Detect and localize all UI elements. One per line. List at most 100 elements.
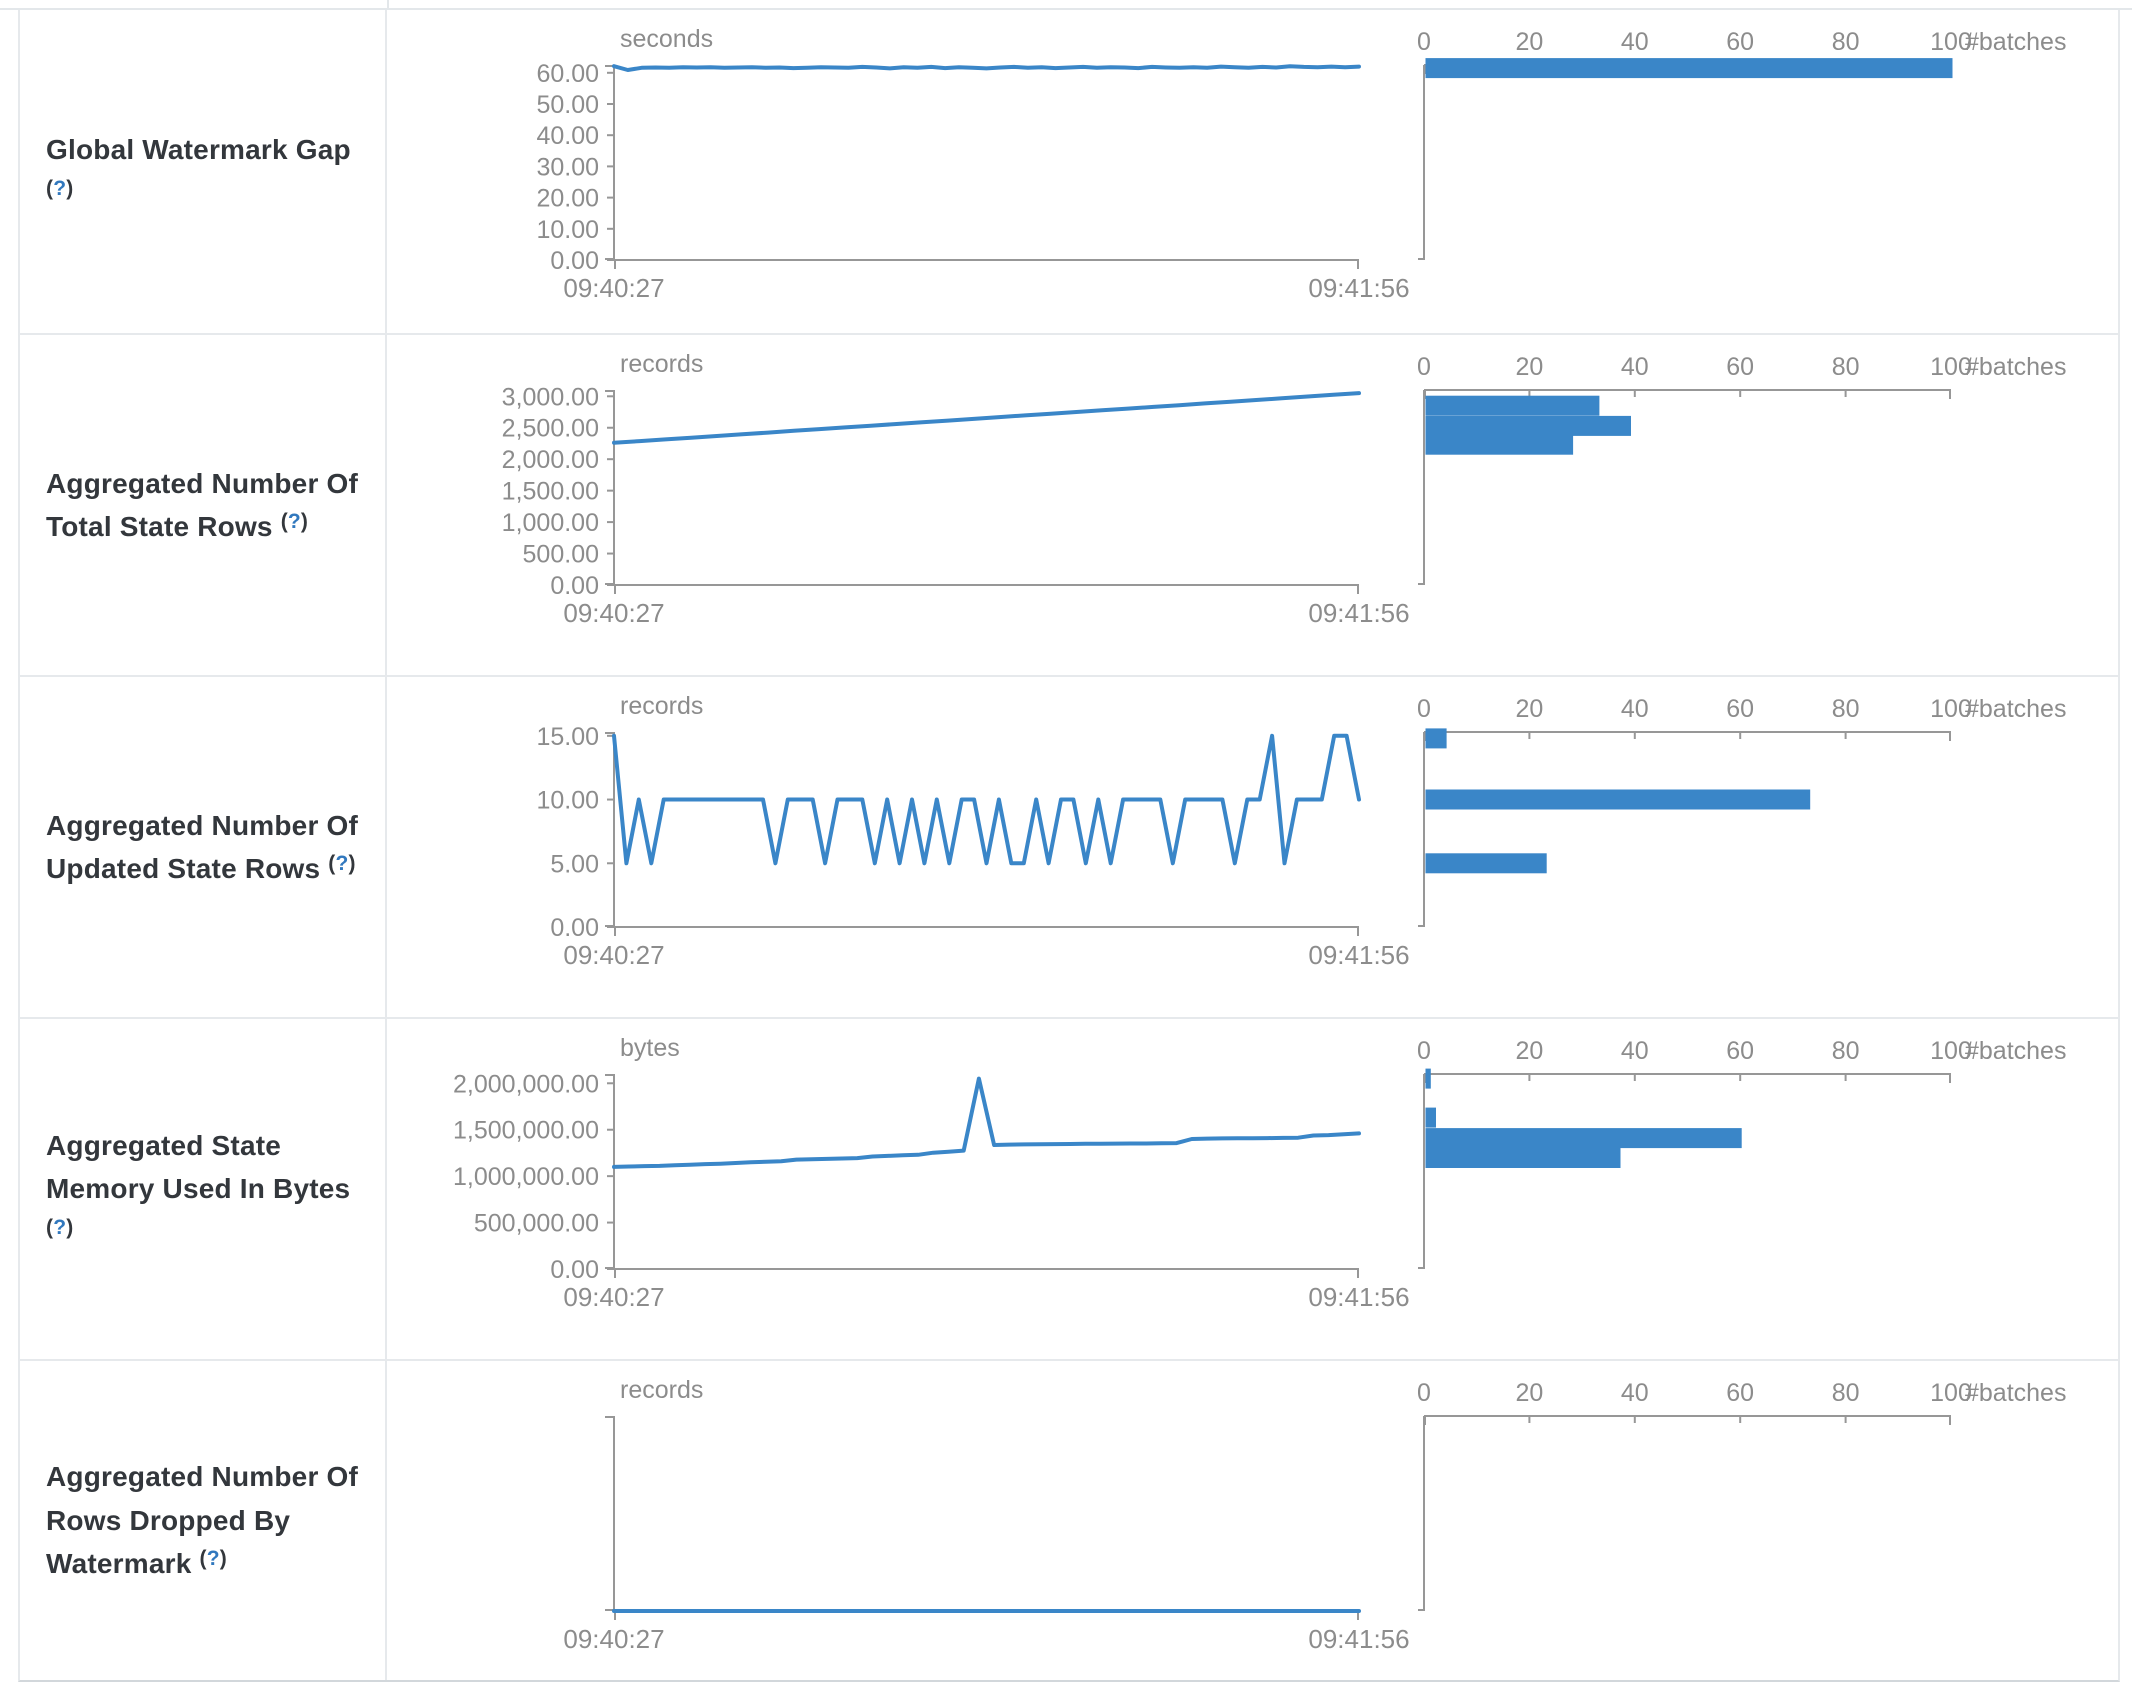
y-tick-label: 60.00: [536, 60, 599, 88]
hist-tick-label: 20: [1515, 1037, 1543, 1065]
y-tick-label: 2,000,000.00: [453, 1070, 599, 1098]
timeline-series-line: [612, 64, 1361, 72]
batches-axis-label: #batches: [1965, 28, 2066, 56]
y-tick-label: 30.00: [536, 153, 599, 181]
help-link[interactable]: (?): [199, 1547, 227, 1571]
histogram-bar: [1425, 728, 1447, 749]
hist-tick-label: 0: [1418, 353, 1431, 381]
y-tick-label: 1,500,000.00: [453, 1117, 599, 1145]
timeline-series-line: [612, 733, 1361, 866]
charts-cell: records 3,000.00 2,500.00 2,000.00 1,500.00 1…: [387, 335, 2118, 675]
hist-tick-label: 80: [1832, 1037, 1860, 1065]
batches-axis-label: #batches: [1965, 353, 2066, 381]
timeline-chart: seconds 60.00 50.00 40.00 30.00 20.00 10.00 0.0…: [536, 25, 1409, 303]
histogram-bar: [1425, 1148, 1621, 1168]
metric-row: Global Watermark Gap (?) seconds 60.00 50.0…: [20, 10, 2118, 335]
metric-label-cell: Global Watermark Gap (?): [20, 10, 387, 333]
y-tick-label: 500.00: [523, 541, 599, 569]
y-tick-label: 1,500.00: [502, 478, 599, 506]
question-mark-icon[interactable]: ?: [53, 176, 67, 200]
metric-row: Aggregated Number Of Updated State Rows …: [20, 677, 2118, 1019]
y-tick-label: 2,500.00: [502, 415, 599, 443]
hist-tick-label: 100: [1930, 28, 1972, 56]
help-link[interactable]: (?): [46, 176, 74, 200]
hist-tick-label: 60: [1726, 1037, 1754, 1065]
unit-label: records: [620, 1376, 703, 1404]
metric-row: Aggregated Number Of Rows Dropped By Wat…: [20, 1361, 2118, 1680]
streaming-statistics-table: Global Watermark Gap (?) seconds 60.00 50.0…: [18, 10, 2120, 1682]
y-tick-label: 40.00: [536, 122, 599, 150]
metric-rows-container: Global Watermark Gap (?) seconds 60.00 50.0…: [20, 10, 2118, 1680]
metric-label: Aggregated State Memory Used In Bytes (?…: [46, 1129, 351, 1239]
metric-label-cell: Aggregated State Memory Used In Bytes (?…: [20, 1019, 387, 1359]
metric-label: Global Watermark Gap (?): [46, 134, 351, 200]
timeline-chart: records 09:40:27 09:41:56: [563, 1376, 1409, 1654]
x-end-label: 09:41:56: [1308, 273, 1409, 303]
hist-tick-label: 80: [1832, 695, 1860, 723]
hist-tick-label: 80: [1832, 28, 1860, 56]
y-tick-label: 20.00: [536, 185, 599, 213]
metric-row: Aggregated Number Of Total State Rows (?…: [20, 335, 2118, 677]
histogram-bar: [1425, 395, 1600, 416]
hist-tick-label: 20: [1515, 695, 1543, 723]
y-tick-label: 500,000.00: [474, 1210, 599, 1238]
batches-axis-label: #batches: [1965, 695, 2066, 723]
histogram-bar: [1425, 1068, 1431, 1089]
histogram-bar: [1425, 853, 1547, 874]
batches-axis-label: #batches: [1965, 1379, 2066, 1407]
charts-cell: bytes 2,000,000.00 1,500,000.00 1,000,000.0…: [387, 1019, 2118, 1359]
charts-cell: records 09:40:27 09:41:56 0 20 40 60 80 100 #batc…: [387, 1361, 2118, 1680]
unit-label: records: [620, 350, 703, 378]
hist-tick-label: 20: [1515, 28, 1543, 56]
x-start-label: 09:40:27: [563, 273, 664, 303]
question-mark-icon[interactable]: ?: [335, 852, 349, 875]
timeline-series-line: [612, 391, 1361, 445]
metric-row: Aggregated State Memory Used In Bytes (?…: [20, 1019, 2118, 1361]
hist-tick-label: 40: [1621, 695, 1649, 723]
y-tick-label: 50.00: [536, 91, 599, 119]
metric-label: Aggregated Number Of Rows Dropped By Wat…: [46, 1461, 359, 1580]
y-tick-label: 0.00: [550, 1256, 599, 1284]
question-mark-icon[interactable]: ?: [287, 510, 301, 533]
histogram-chart: 0 20 40 60 80 100#batches: [1418, 28, 2066, 260]
hist-tick-label: 40: [1621, 1037, 1649, 1065]
hist-tick-label: 40: [1621, 353, 1649, 381]
hist-tick-label: 0: [1418, 1037, 1431, 1065]
batches-axis-label: #batches: [1965, 1037, 2066, 1065]
hist-tick-label: 20: [1515, 353, 1543, 381]
hist-tick-label: 0: [1418, 28, 1431, 56]
help-link[interactable]: (?): [46, 1215, 74, 1239]
y-tick-label: 1,000,000.00: [453, 1163, 599, 1191]
timeline-chart: records 3,000.00 2,500.00 2,000.00 1,500.00 1…: [502, 350, 1410, 628]
charts-cell: records 15.00 10.00 5.00 0.00 09:40:27 09:41:5…: [387, 677, 2118, 1017]
y-tick-label: 5.00: [550, 850, 599, 878]
y-tick-label: 0.00: [550, 247, 599, 275]
x-start-label: 09:40:27: [563, 940, 664, 970]
histogram-chart: 0 20 40 60 80 100#batches: [1418, 353, 2066, 585]
help-link[interactable]: (?): [280, 510, 309, 533]
metric-label-cell: Aggregated Number Of Rows Dropped By Wat…: [20, 1361, 387, 1680]
histogram-chart: 0 20 40 60 80 100#batches: [1418, 1379, 2066, 1611]
hist-tick-label: 80: [1832, 1379, 1860, 1407]
unit-label: seconds: [620, 25, 713, 53]
hist-tick-label: 60: [1726, 28, 1754, 56]
help-link[interactable]: (?): [328, 852, 356, 875]
y-tick-label: 2,000.00: [502, 446, 599, 474]
y-tick-label: 3,000.00: [502, 383, 599, 411]
y-tick-label: 10.00: [536, 787, 599, 815]
hist-tick-label: 100: [1930, 353, 1972, 381]
x-end-label: 09:41:56: [1308, 940, 1409, 970]
x-end-label: 09:41:56: [1308, 598, 1409, 628]
charts-cell: seconds 60.00 50.00 40.00 30.00 20.00 10.00 0.0…: [387, 10, 2118, 333]
metric-label: Aggregated Number Of Total State Rows (?…: [46, 467, 359, 542]
metric-label: Aggregated Number Of Updated State Rows …: [46, 809, 359, 884]
histogram-bar: [1425, 1128, 1742, 1149]
question-mark-icon[interactable]: ?: [53, 1215, 67, 1239]
histogram-bar: [1425, 789, 1811, 810]
histogram-chart: 0 20 40 60 80 100#batches: [1418, 1037, 2066, 1269]
x-start-label: 09:40:27: [563, 1282, 664, 1312]
histogram-chart: 0 20 40 60 80 100#batches: [1418, 695, 2066, 927]
x-end-label: 09:41:56: [1308, 1624, 1409, 1654]
question-mark-icon[interactable]: ?: [206, 1547, 220, 1571]
